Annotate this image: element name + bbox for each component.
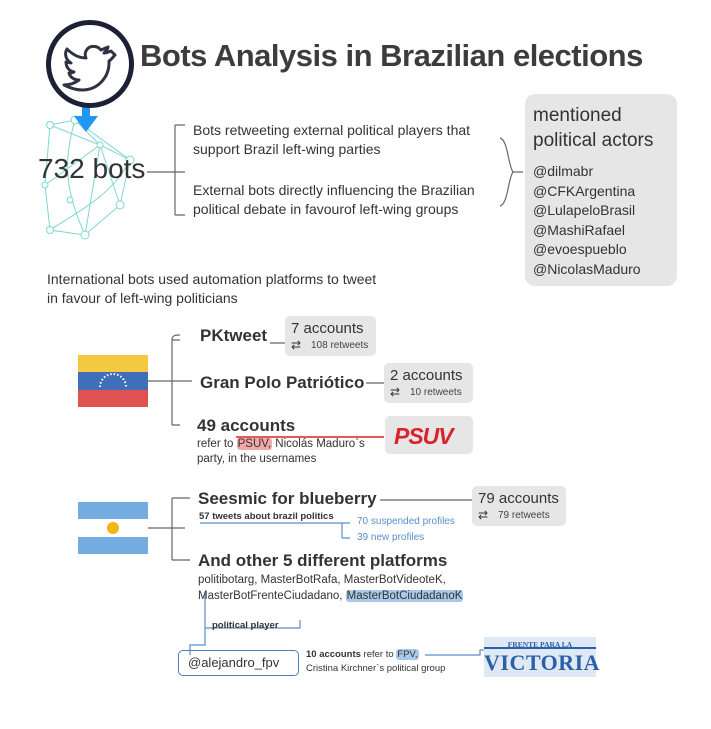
psuv-accounts-label: 49 accounts	[197, 416, 296, 435]
seesmic-tweets-note: 57 tweets about brazil politics	[199, 511, 334, 522]
intro-text: International bots used automation platf…	[47, 271, 377, 306]
actors-title: mentioned political actors	[533, 105, 654, 151]
psuv-highlight: PSUV,	[236, 438, 273, 450]
twitter-bird-logo	[46, 20, 134, 108]
psuv-logo: PSUV	[385, 416, 473, 454]
pktweet-accounts: 7 accounts	[291, 320, 364, 337]
other-platforms-list: politibotarg, MasterBotRafa, MasterBotVi…	[198, 574, 464, 602]
actor-item: @NicolasMaduro	[533, 260, 641, 277]
actor-item: @dilmabr	[533, 163, 594, 179]
sun-icon	[107, 522, 119, 534]
retweet-icon: ⇄	[390, 385, 401, 399]
venezuela-flag	[78, 355, 148, 407]
pktweet-stats: 7 accounts ⇄ 108 retweets	[285, 316, 376, 356]
retweet-icon: ⇄	[291, 338, 302, 352]
retweet-icon: ⇄	[478, 508, 489, 522]
handle-text: @alejandro_fpv	[188, 655, 280, 670]
actors-list: @dilmabr @CFKArgentina @LulapeloBrasil @…	[533, 162, 641, 280]
actor-item: @LulapeloBrasil	[533, 202, 636, 219]
seesmic-label: Seesmic for blueberry	[198, 489, 377, 508]
summary-influencing: External bots directly influencing the B…	[193, 182, 475, 217]
fpv-highlight: FPV,	[396, 649, 419, 660]
fpv-description: 10 accounts refer to FPV, Cristina Kirchn…	[306, 649, 446, 674]
argentina-flag	[78, 502, 148, 554]
gran-polo-stats: 2 accounts ⇄ 10 retweets	[384, 363, 473, 403]
actor-item: @evoespueblo	[533, 241, 627, 258]
gran-polo-label: Gran Polo Patriótico	[200, 373, 365, 392]
pktweet-label: PKtweet	[200, 326, 268, 345]
arrow-icon	[74, 100, 98, 132]
twitter-bird-icon	[62, 44, 117, 92]
seesmic-retweets: 79 retweets	[498, 510, 550, 521]
actor-item: @CFKArgentina	[533, 182, 636, 199]
other-platforms-label: And other 5 different platforms	[198, 551, 448, 570]
bots-count: 732 bots	[38, 153, 146, 184]
gran-polo-retweets: 10 retweets	[410, 387, 462, 398]
fpv-logo-top: FRENTE PARA LA	[507, 640, 573, 649]
pktweet-retweets: 108 retweets	[311, 340, 369, 351]
seesmic-accounts: 79 accounts	[478, 490, 559, 507]
stars-icon	[99, 373, 127, 388]
political-player-label: political player	[212, 620, 279, 631]
summary-retweeting: Bots retweeting external political playe…	[193, 122, 471, 157]
seesmic-stats: 79 accounts ⇄ 79 retweets	[472, 486, 566, 526]
fpv-logo: FRENTE PARA LA VICTORIA	[484, 637, 601, 677]
psuv-description: refer to PSUV, Nicolás Maduro`s party, i…	[197, 438, 365, 465]
actor-item: @MashiRafael	[533, 221, 626, 238]
psuv-logo-text: PSUV	[394, 423, 454, 449]
suspended-profiles: 70 suspended profiles	[357, 516, 455, 527]
new-profiles: 39 new profiles	[357, 532, 425, 543]
page-title: Bots Analysis in Brazilian elections	[140, 38, 643, 73]
handle-box: @alejandro_fpv	[178, 650, 299, 676]
fpv-logo-rule	[484, 647, 596, 649]
actors-panel	[525, 94, 677, 286]
gran-polo-accounts: 2 accounts	[390, 367, 463, 384]
fpv-logo-main: VICTORIA	[484, 650, 601, 675]
platform-highlight: MasterBotCiudadanoK	[345, 590, 464, 602]
